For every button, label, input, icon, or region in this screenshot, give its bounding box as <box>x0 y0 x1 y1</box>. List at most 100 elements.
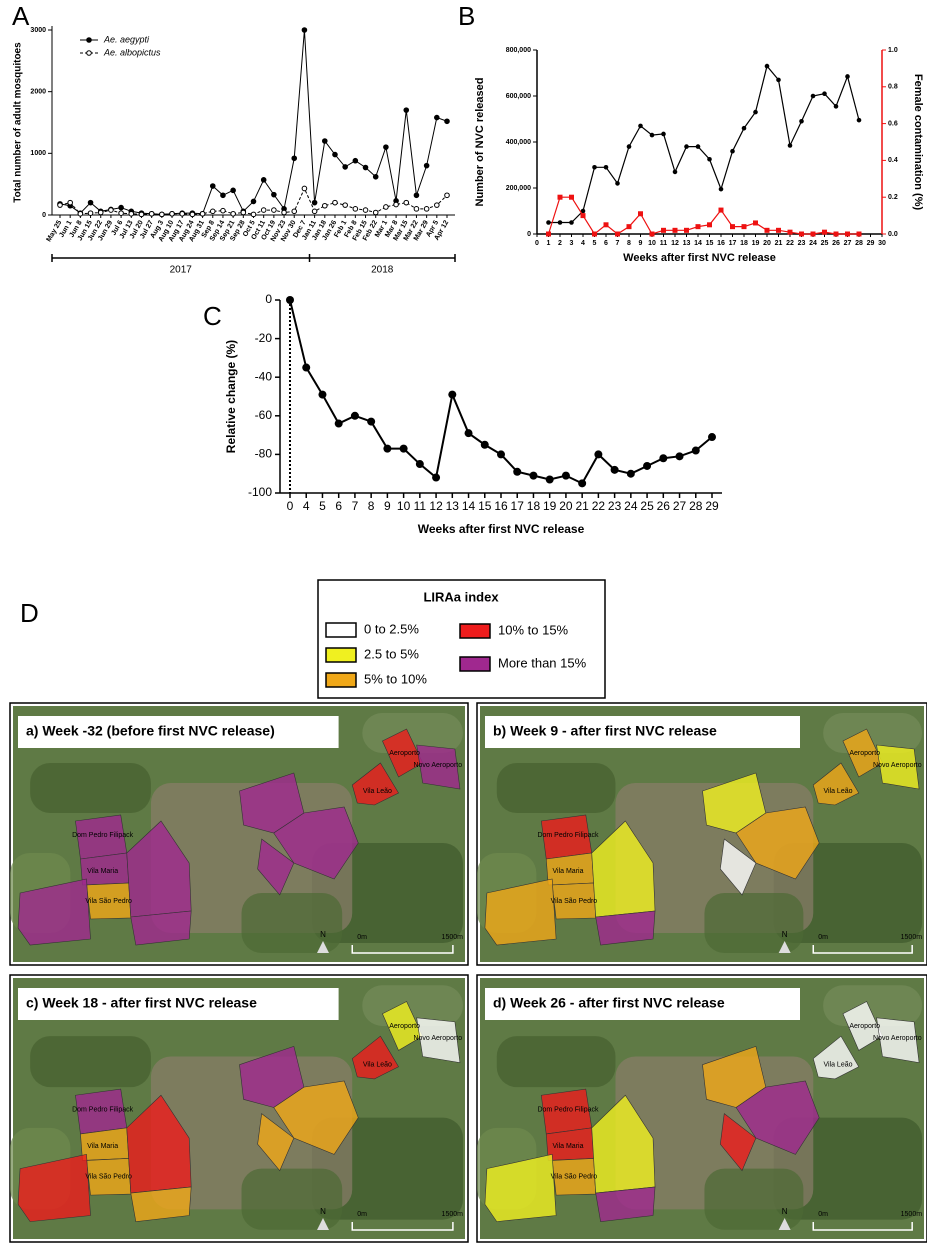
data-point <box>626 469 635 478</box>
map-region <box>257 1113 295 1172</box>
y-tick-label: -60 <box>255 408 273 422</box>
legend-label: Ae. aegypti <box>103 34 150 44</box>
north-label: N <box>320 1207 326 1216</box>
legend-swatch <box>325 672 357 688</box>
north-label: N <box>782 1207 788 1216</box>
x-tick-label: 6 <box>604 240 608 247</box>
place-label: Aeroporto <box>849 750 880 757</box>
x-tick-label: 23 <box>798 240 806 247</box>
data-point <box>856 117 862 123</box>
x-tick-label: 8 <box>368 499 375 513</box>
data-point <box>271 207 277 213</box>
data-point <box>342 202 348 208</box>
scale-bar <box>351 945 454 954</box>
y2-tick-label: 0.8 <box>888 84 898 91</box>
data-point <box>362 207 369 213</box>
data-point <box>332 151 338 158</box>
x-tick-label: 13 <box>446 499 460 513</box>
map-title-box <box>18 988 339 1020</box>
x-tick-label: 2 <box>558 240 562 247</box>
data-point <box>209 208 216 215</box>
data-point <box>545 475 554 484</box>
data-point <box>615 181 620 186</box>
x-tick-label: 1 <box>547 240 551 247</box>
data-point <box>321 138 328 144</box>
data-point <box>403 107 410 113</box>
scale-label: 1500m <box>442 934 464 941</box>
scale-label: 0m <box>357 934 367 941</box>
x-tick-label: 7 <box>616 240 620 247</box>
y2-tick-label: 1.0 <box>888 47 898 54</box>
x-tick-label: 30 <box>878 240 886 247</box>
x-tick-label: 28 <box>855 240 863 247</box>
x-tick-label: 29 <box>867 240 875 247</box>
map-texture <box>241 893 343 953</box>
x-tick-label: 14 <box>694 240 702 247</box>
data-point <box>311 208 318 215</box>
y2-tick-label: 0.4 <box>888 157 898 164</box>
legend-label: 0 to 2.5% <box>364 621 419 636</box>
data-point <box>691 446 700 455</box>
map-region <box>876 1017 920 1064</box>
data-point <box>230 210 236 217</box>
series-line <box>59 29 448 215</box>
data-point <box>250 198 257 205</box>
data-point <box>741 224 747 230</box>
place-label: Vila Maria <box>87 1143 118 1150</box>
data-point <box>199 210 206 217</box>
data-point <box>661 227 666 233</box>
x-axis-label: Weeks after first NVC release <box>623 252 776 264</box>
place-label: Vila Leão <box>363 788 392 795</box>
map-region <box>351 762 399 806</box>
data-point <box>399 444 408 453</box>
data-point <box>209 183 216 189</box>
data-point <box>695 224 701 230</box>
data-point <box>649 132 655 138</box>
legend-swatch <box>459 623 491 639</box>
x-tick-label: 7 <box>352 499 359 513</box>
data-point <box>444 192 450 199</box>
data-point <box>118 204 124 211</box>
x-tick-label: 11 <box>414 499 427 513</box>
y-tick-label: -40 <box>255 369 273 383</box>
data-point <box>220 192 226 199</box>
data-point <box>301 185 308 192</box>
x-tick-label: 21 <box>775 240 783 247</box>
data-point <box>372 209 379 216</box>
scale-label: 1500m <box>901 1211 923 1218</box>
data-point <box>432 473 441 482</box>
y-tick-label: 2000 <box>30 89 46 96</box>
group-label: 2018 <box>371 265 394 276</box>
y-tick-label: 400,000 <box>506 139 531 146</box>
x-tick-label: 14 <box>462 499 476 513</box>
data-point <box>672 169 678 175</box>
x-tick-label: 0 <box>287 499 294 513</box>
north-label: N <box>782 930 788 939</box>
map-title-box <box>18 716 339 748</box>
map-region <box>126 820 192 918</box>
x-tick-label: 27 <box>844 240 852 247</box>
x-tick-label: 17 <box>511 499 525 513</box>
data-point <box>557 220 563 225</box>
data-point <box>138 211 145 218</box>
x-tick-label: 15 <box>478 499 492 513</box>
data-point <box>220 207 226 214</box>
x-tick-label: 5 <box>319 499 326 513</box>
scale-label: 1500m <box>442 1211 464 1218</box>
data-point <box>189 211 196 218</box>
data-point <box>638 211 643 217</box>
data-point <box>415 460 424 469</box>
map-region <box>595 910 656 946</box>
data-point <box>764 63 770 69</box>
data-point <box>434 202 440 208</box>
legend-swatch <box>325 622 357 638</box>
data-point <box>413 206 420 212</box>
data-point <box>334 419 343 428</box>
y-tick-label: 3000 <box>30 27 46 34</box>
data-point <box>546 231 551 237</box>
data-point <box>311 199 318 206</box>
x-tick-label: 9 <box>384 499 391 513</box>
data-point <box>557 194 563 200</box>
place-label: Vila Maria <box>552 1143 583 1150</box>
data-point <box>497 450 505 459</box>
